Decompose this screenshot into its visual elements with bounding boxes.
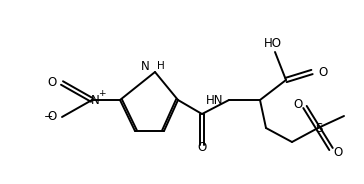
Text: O: O [318, 66, 327, 79]
Text: N: N [141, 59, 150, 72]
Text: O: O [48, 77, 57, 89]
Text: S: S [315, 121, 323, 135]
Text: HO: HO [264, 37, 282, 50]
Text: O: O [333, 146, 342, 158]
Text: +: + [98, 89, 106, 98]
Text: HN: HN [206, 93, 223, 107]
Text: O: O [294, 98, 303, 111]
Text: H: H [157, 61, 165, 71]
Text: N: N [91, 93, 99, 107]
Text: O: O [197, 141, 207, 154]
Text: −: − [44, 112, 54, 122]
Text: O: O [48, 111, 57, 123]
